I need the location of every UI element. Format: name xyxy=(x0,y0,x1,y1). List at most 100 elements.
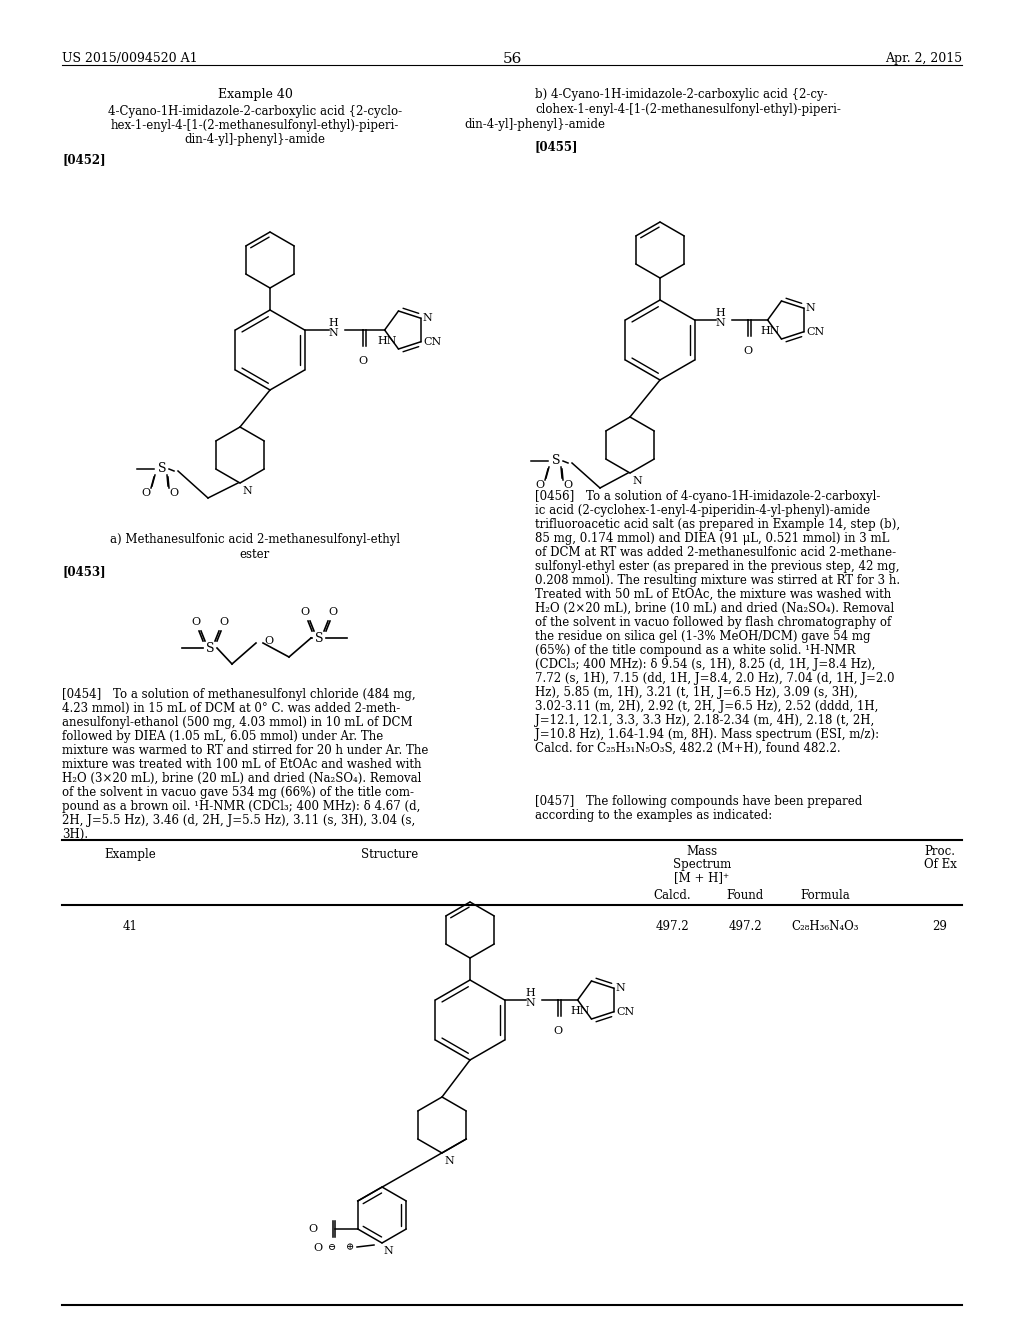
Text: 497.2: 497.2 xyxy=(655,920,689,933)
Text: trifluoroacetic acid salt (as prepared in Example 14, step (b),: trifluoroacetic acid salt (as prepared i… xyxy=(535,517,900,531)
Text: S: S xyxy=(158,462,166,475)
Text: hex-1-enyl-4-[1-(2-methanesulfonyl-ethyl)-piperi-: hex-1-enyl-4-[1-(2-methanesulfonyl-ethyl… xyxy=(111,119,399,132)
Text: N: N xyxy=(806,304,815,313)
Text: [M + H]⁺: [M + H]⁺ xyxy=(675,871,729,884)
Text: pound as a brown oil. ¹H-NMR (CDCl₃; 400 MHz): δ 4.67 (d,: pound as a brown oil. ¹H-NMR (CDCl₃; 400… xyxy=(62,800,421,813)
Text: of the solvent in vacuo gave 534 mg (66%) of the title com-: of the solvent in vacuo gave 534 mg (66%… xyxy=(62,785,414,799)
Text: sulfonyl-ethyl ester (as prepared in the previous step, 42 mg,: sulfonyl-ethyl ester (as prepared in the… xyxy=(535,560,899,573)
Text: N: N xyxy=(383,1246,393,1257)
Text: O: O xyxy=(264,636,273,645)
Text: (CDCl₃; 400 MHz): δ 9.54 (s, 1H), 8.25 (d, 1H, J=8.4 Hz),: (CDCl₃; 400 MHz): δ 9.54 (s, 1H), 8.25 (… xyxy=(535,657,876,671)
Text: J=12.1, 12.1, 3.3, 3.3 Hz), 2.18-2.34 (m, 4H), 2.18 (t, 2H,: J=12.1, 12.1, 3.3, 3.3 Hz), 2.18-2.34 (m… xyxy=(535,714,874,727)
Text: O: O xyxy=(743,346,753,356)
Text: a) Methanesulfonic acid 2-methanesulfonyl-ethyl: a) Methanesulfonic acid 2-methanesulfony… xyxy=(110,533,400,546)
Text: N: N xyxy=(525,998,536,1008)
Text: mixture was treated with 100 mL of EtOAc and washed with: mixture was treated with 100 mL of EtOAc… xyxy=(62,758,422,771)
Text: of DCM at RT was added 2-methanesulfonic acid 2-methane-: of DCM at RT was added 2-methanesulfonic… xyxy=(535,546,896,558)
Text: CN: CN xyxy=(616,1007,635,1016)
Text: HN: HN xyxy=(570,1006,590,1016)
Text: [0456] To a solution of 4-cyano-1H-imidazole-2-carboxyl-: [0456] To a solution of 4-cyano-1H-imida… xyxy=(535,490,881,503)
Text: O: O xyxy=(313,1243,323,1253)
Text: O: O xyxy=(329,607,338,616)
Text: H₂O (3×20 mL), brine (20 mL) and dried (Na₂SO₄). Removal: H₂O (3×20 mL), brine (20 mL) and dried (… xyxy=(62,772,421,785)
Text: Spectrum: Spectrum xyxy=(673,858,731,871)
Text: 7.72 (s, 1H), 7.15 (dd, 1H, J=8.4, 2.0 Hz), 7.04 (d, 1H, J=2.0: 7.72 (s, 1H), 7.15 (dd, 1H, J=8.4, 2.0 H… xyxy=(535,672,895,685)
Text: Found: Found xyxy=(726,888,764,902)
Text: 3H).: 3H). xyxy=(62,828,88,841)
Text: ⊕: ⊕ xyxy=(346,1243,354,1253)
Text: Apr. 2, 2015: Apr. 2, 2015 xyxy=(885,51,962,65)
Text: 2H, J=5.5 Hz), 3.46 (d, 2H, J=5.5 Hz), 3.11 (s, 3H), 3.04 (s,: 2H, J=5.5 Hz), 3.46 (d, 2H, J=5.5 Hz), 3… xyxy=(62,814,416,828)
Text: CN: CN xyxy=(807,327,825,337)
Text: of the solvent in vacuo followed by flash chromatography of: of the solvent in vacuo followed by flas… xyxy=(535,616,891,630)
Text: O: O xyxy=(358,356,368,366)
Text: US 2015/0094520 A1: US 2015/0094520 A1 xyxy=(62,51,198,65)
Text: 0.208 mmol). The resulting mixture was stirred at RT for 3 h.: 0.208 mmol). The resulting mixture was s… xyxy=(535,574,900,587)
Text: Mass: Mass xyxy=(686,845,718,858)
Text: N: N xyxy=(444,1156,454,1166)
Text: (65%) of the title compound as a white solid. ¹H-NMR: (65%) of the title compound as a white s… xyxy=(535,644,855,657)
Text: Formula: Formula xyxy=(800,888,850,902)
Text: [0455]: [0455] xyxy=(535,140,579,153)
Text: O: O xyxy=(219,616,228,627)
Text: [0453]: [0453] xyxy=(62,565,105,578)
Text: H: H xyxy=(329,318,338,327)
Text: O: O xyxy=(553,1026,562,1036)
Text: HN: HN xyxy=(377,337,396,346)
Text: [0457] The following compounds have been prepared: [0457] The following compounds have been… xyxy=(535,795,862,808)
Text: 4-Cyano-1H-imidazole-2-carboxylic acid {2-cyclo-: 4-Cyano-1H-imidazole-2-carboxylic acid {… xyxy=(108,106,402,117)
Text: Structure: Structure xyxy=(361,847,419,861)
Text: ⊖: ⊖ xyxy=(328,1243,336,1253)
Text: N: N xyxy=(242,486,252,496)
Text: [0454] To a solution of methanesulfonyl chloride (484 mg,: [0454] To a solution of methanesulfonyl … xyxy=(62,688,416,701)
Text: 29: 29 xyxy=(933,920,947,933)
Text: O: O xyxy=(300,607,309,616)
Text: O: O xyxy=(536,480,545,490)
Text: Calcd.: Calcd. xyxy=(653,888,691,902)
Text: CN: CN xyxy=(424,337,442,347)
Text: H: H xyxy=(716,308,725,318)
Text: b) 4-Cyano-1H-imidazole-2-carboxylic acid {2-cy-: b) 4-Cyano-1H-imidazole-2-carboxylic aci… xyxy=(535,88,827,102)
Text: S: S xyxy=(552,454,560,467)
Text: din-4-yl]-phenyl}-amide: din-4-yl]-phenyl}-amide xyxy=(465,117,605,131)
Text: 497.2: 497.2 xyxy=(728,920,762,933)
Text: H: H xyxy=(525,987,536,998)
Text: C₂₈H₃₆N₄O₃: C₂₈H₃₆N₄O₃ xyxy=(792,920,859,933)
Text: ester: ester xyxy=(240,548,270,561)
Text: Hz), 5.85 (m, 1H), 3.21 (t, 1H, J=6.5 Hz), 3.09 (s, 3H),: Hz), 5.85 (m, 1H), 3.21 (t, 1H, J=6.5 Hz… xyxy=(535,686,858,700)
Text: Of Ex: Of Ex xyxy=(924,858,956,871)
Text: ic acid (2-cyclohex-1-enyl-4-piperidin-4-yl-phenyl)-amide: ic acid (2-cyclohex-1-enyl-4-piperidin-4… xyxy=(535,504,870,517)
Text: 4.23 mmol) in 15 mL of DCM at 0° C. was added 2-meth-: 4.23 mmol) in 15 mL of DCM at 0° C. was … xyxy=(62,702,400,715)
Text: the residue on silica gel (1-3% MeOH/DCM) gave 54 mg: the residue on silica gel (1-3% MeOH/DCM… xyxy=(535,630,870,643)
Text: N: N xyxy=(329,327,338,338)
Text: Example 40: Example 40 xyxy=(217,88,293,102)
Text: Example: Example xyxy=(104,847,156,861)
Text: Calcd. for C₂₅H₃₁N₅O₃S, 482.2 (M+H), found 482.2.: Calcd. for C₂₅H₃₁N₅O₃S, 482.2 (M+H), fou… xyxy=(535,742,841,755)
Text: mixture was warmed to RT and stirred for 20 h under Ar. The: mixture was warmed to RT and stirred for… xyxy=(62,744,428,756)
Text: O: O xyxy=(141,488,151,498)
Text: O: O xyxy=(191,616,201,627)
Text: S: S xyxy=(314,631,324,644)
Text: [0452]: [0452] xyxy=(62,153,105,166)
Text: 41: 41 xyxy=(123,920,137,933)
Text: anesulfonyl-ethanol (500 mg, 4.03 mmol) in 10 mL of DCM: anesulfonyl-ethanol (500 mg, 4.03 mmol) … xyxy=(62,715,413,729)
Text: Treated with 50 mL of EtOAc, the mixture was washed with: Treated with 50 mL of EtOAc, the mixture… xyxy=(535,587,891,601)
Text: 56: 56 xyxy=(503,51,521,66)
Text: N: N xyxy=(423,313,432,323)
Text: 3.02-3.11 (m, 2H), 2.92 (t, 2H, J=6.5 Hz), 2.52 (dddd, 1H,: 3.02-3.11 (m, 2H), 2.92 (t, 2H, J=6.5 Hz… xyxy=(535,700,879,713)
Text: J=10.8 Hz), 1.64-1.94 (m, 8H). Mass spectrum (ESI, m/z):: J=10.8 Hz), 1.64-1.94 (m, 8H). Mass spec… xyxy=(535,729,880,741)
Text: N: N xyxy=(716,318,725,327)
Text: O: O xyxy=(169,488,178,498)
Text: din-4-yl]-phenyl}-amide: din-4-yl]-phenyl}-amide xyxy=(184,133,326,147)
Text: according to the examples as indicated:: according to the examples as indicated: xyxy=(535,809,772,822)
Text: clohex-1-enyl-4-[1-(2-methanesulfonyl-ethyl)-piperi-: clohex-1-enyl-4-[1-(2-methanesulfonyl-et… xyxy=(535,103,841,116)
Text: 85 mg, 0.174 mmol) and DIEA (91 μL, 0.521 mmol) in 3 mL: 85 mg, 0.174 mmol) and DIEA (91 μL, 0.52… xyxy=(535,532,890,545)
Text: Proc.: Proc. xyxy=(925,845,955,858)
Text: N: N xyxy=(615,983,626,993)
Text: S: S xyxy=(206,642,214,655)
Text: followed by DIEA (1.05 mL, 6.05 mmol) under Ar. The: followed by DIEA (1.05 mL, 6.05 mmol) un… xyxy=(62,730,383,743)
Text: O: O xyxy=(308,1224,317,1234)
Text: H₂O (2×20 mL), brine (10 mL) and dried (Na₂SO₄). Removal: H₂O (2×20 mL), brine (10 mL) and dried (… xyxy=(535,602,894,615)
Text: O: O xyxy=(563,480,572,490)
Text: HN: HN xyxy=(760,326,779,337)
